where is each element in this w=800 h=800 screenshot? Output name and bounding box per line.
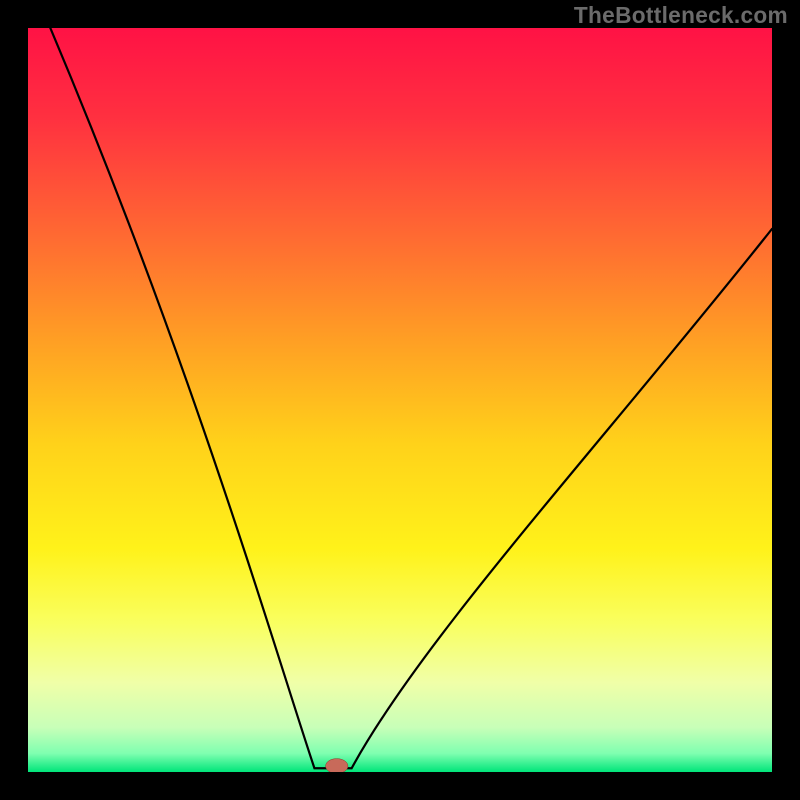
bottleneck-chart [28, 28, 772, 772]
optimal-point-marker [326, 759, 348, 772]
chart-frame: TheBottleneck.com [0, 0, 800, 800]
plot-background [28, 28, 772, 772]
watermark-text: TheBottleneck.com [574, 2, 788, 29]
